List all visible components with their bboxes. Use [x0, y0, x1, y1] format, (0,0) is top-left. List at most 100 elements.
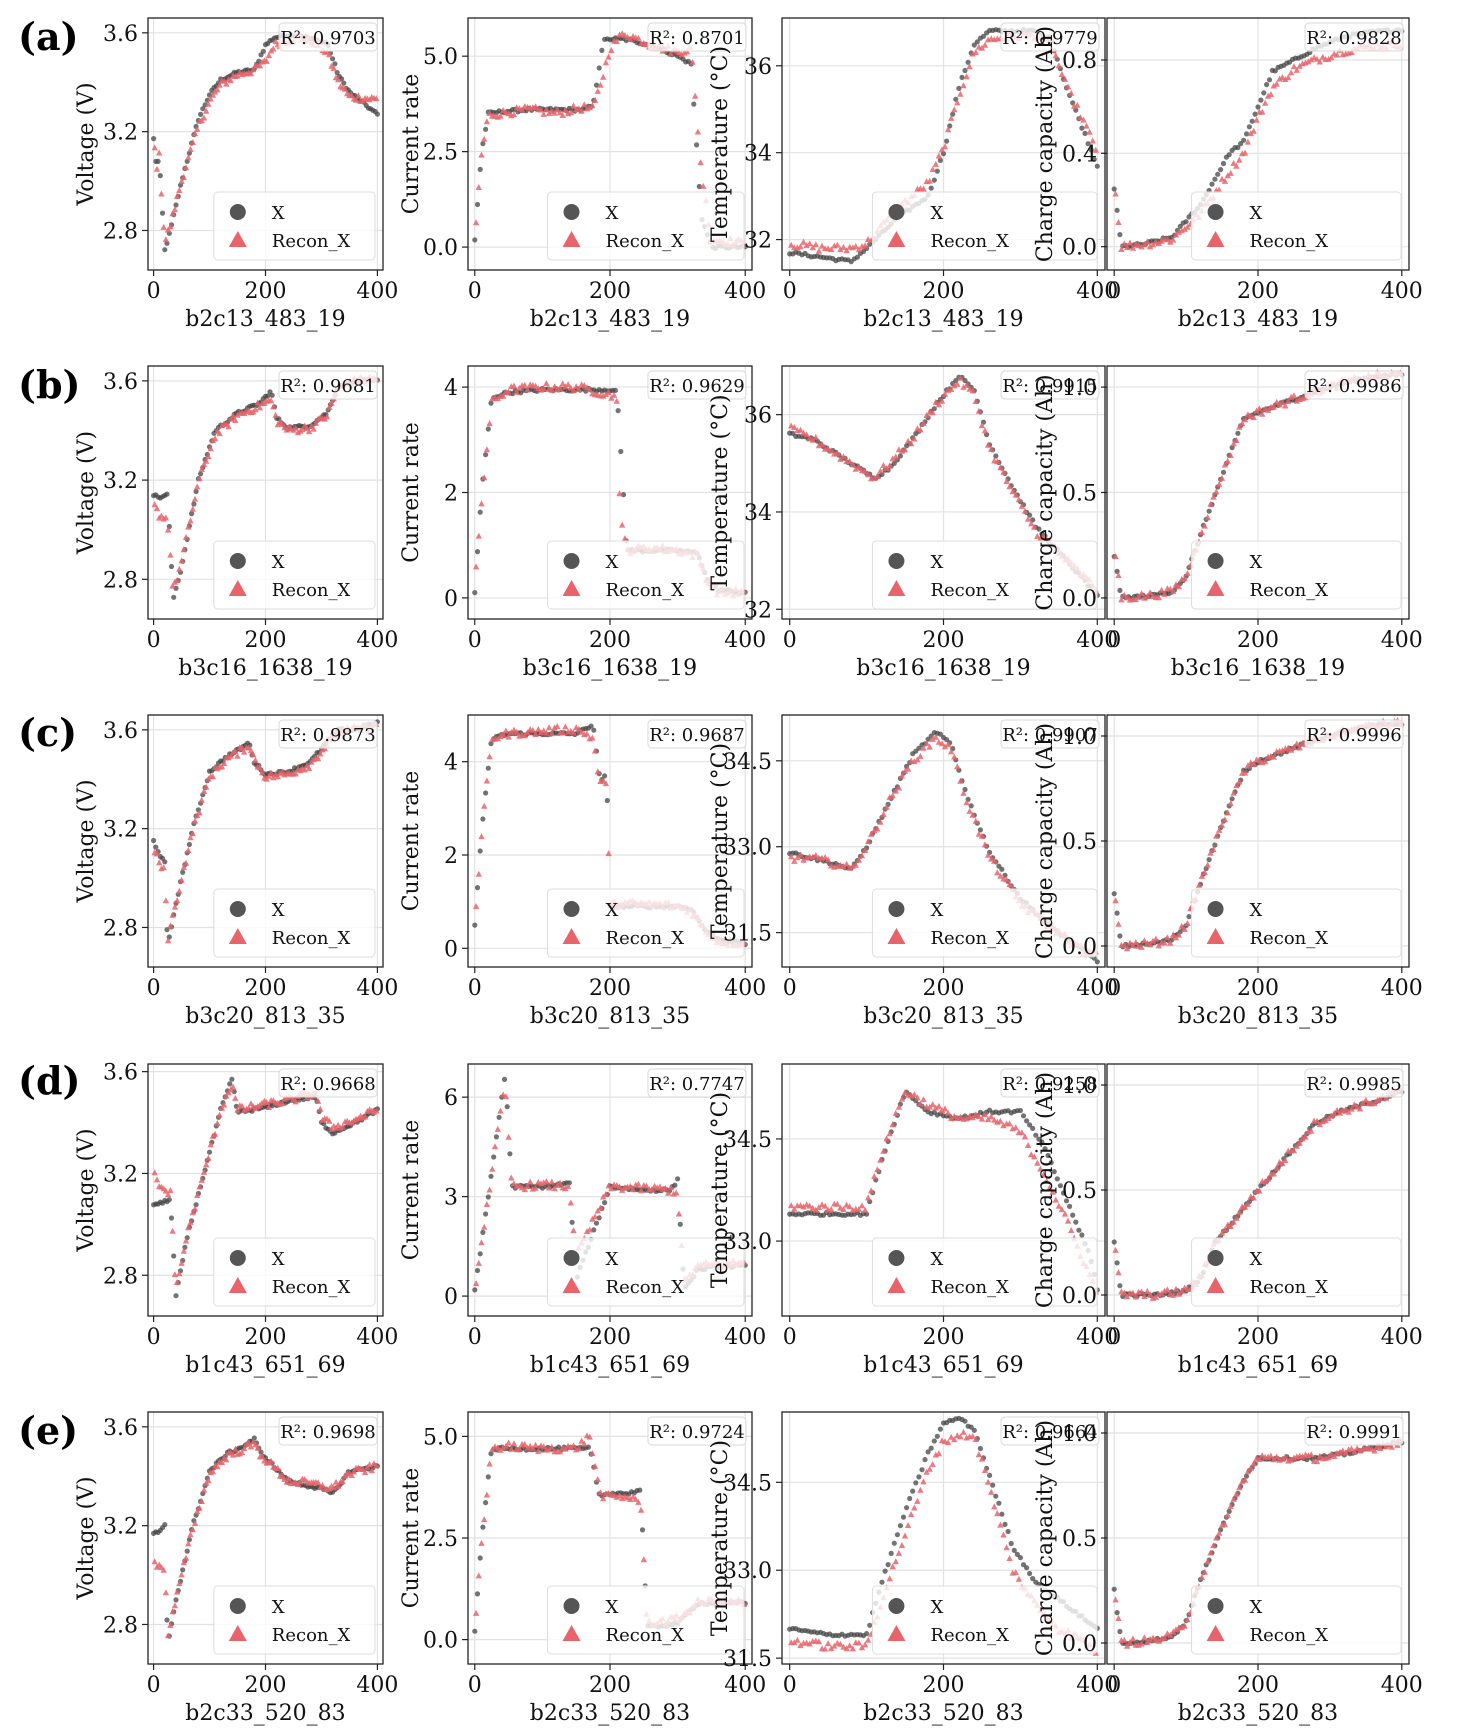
- legend-marker-recon: [228, 580, 247, 596]
- scatter-point-recon: [218, 1104, 226, 1111]
- y-tick-label: 0.5: [1062, 1527, 1097, 1552]
- scatter-point-recon: [1155, 594, 1162, 601]
- scatter-point-x: [1017, 1107, 1024, 1114]
- scatter-point-recon: [524, 729, 531, 736]
- scatter-point-recon: [1236, 423, 1243, 430]
- scatter-point-recon: [153, 1176, 161, 1183]
- scatter-point-recon: [1267, 91, 1275, 97]
- scatter-point-recon: [153, 165, 161, 172]
- legend-label-x: X: [1250, 900, 1263, 921]
- scatter-point-recon: [1118, 246, 1125, 252]
- x-tick-label: 400: [1381, 1673, 1423, 1698]
- scatter-point-x: [493, 1134, 499, 1140]
- scatter-point-recon: [554, 723, 561, 729]
- scatter-point-recon: [1253, 407, 1260, 414]
- scatter-point-recon: [908, 440, 915, 447]
- scatter-point-recon: [223, 80, 230, 87]
- scatter-point-x: [474, 885, 481, 891]
- scatter-point-x: [1017, 1555, 1024, 1561]
- x-tick-label: 200: [1237, 1673, 1279, 1698]
- scatter-point-recon: [1253, 116, 1260, 123]
- scatter-point-recon: [164, 1191, 172, 1198]
- y-tick-label: 0.5: [1062, 482, 1097, 507]
- scatter-point-x: [1258, 97, 1264, 103]
- legend-label-x: X: [272, 1597, 285, 1618]
- scatter-point-x: [672, 1182, 678, 1188]
- scatter-point-recon: [904, 765, 912, 772]
- x-tick-label: 0: [468, 976, 482, 1001]
- scatter-point-recon: [1230, 159, 1237, 166]
- scatter-point-recon: [1064, 1217, 1072, 1224]
- scatter-point-recon: [1152, 935, 1160, 942]
- scatter-point-x: [968, 803, 974, 809]
- scatter-point-recon: [1233, 162, 1240, 169]
- r2-box: [1304, 370, 1404, 400]
- scatter-point-recon: [180, 1247, 187, 1254]
- scatter-point-recon: [1144, 592, 1151, 599]
- scatter-point-x: [897, 1523, 904, 1529]
- scatter-point-recon: [951, 106, 958, 113]
- scatter-point-recon: [700, 182, 707, 189]
- scatter-point-recon: [972, 398, 979, 404]
- scatter-point-recon: [1158, 586, 1165, 593]
- scatter-point-recon: [1250, 127, 1257, 134]
- y-tick-label: 3.2: [103, 818, 138, 843]
- scatter-point-recon: [697, 159, 704, 166]
- scatter-point-recon: [1259, 108, 1266, 115]
- scatter-point-recon: [1031, 523, 1038, 530]
- legend-label-recon: Recon_X: [1250, 580, 1329, 601]
- scatter-point-recon: [263, 57, 270, 64]
- scatter-point-recon: [1227, 452, 1234, 458]
- scatter-point-recon: [326, 51, 333, 58]
- scatter-point-x: [198, 111, 204, 117]
- scatter-point-recon: [1089, 137, 1096, 144]
- scatter-point-x: [962, 1418, 968, 1424]
- scatter-point-recon: [994, 458, 1001, 465]
- scatter-point-recon: [151, 144, 158, 151]
- scatter-point-recon: [1052, 52, 1059, 59]
- scatter-point-x: [569, 1219, 575, 1225]
- scatter-point-recon: [963, 799, 970, 806]
- scatter-point-x: [897, 453, 904, 459]
- x-tick-label: 400: [1381, 1325, 1423, 1350]
- scatter-point-recon: [1296, 744, 1303, 751]
- scatter-point-recon: [1028, 520, 1035, 527]
- scatter-point-x: [591, 727, 597, 733]
- legend-label-x: X: [272, 203, 285, 224]
- scatter-point-x: [251, 1435, 257, 1441]
- scatter-point-recon: [1216, 826, 1223, 833]
- y-axis-label: Voltage (V): [74, 82, 99, 206]
- scatter-point-recon: [1218, 821, 1226, 828]
- scatter-point-recon: [597, 81, 604, 88]
- scatter-point-x: [944, 138, 950, 144]
- scatter-point-recon: [954, 380, 961, 387]
- scatter-point-x: [339, 76, 345, 82]
- scatter-point-recon: [265, 52, 273, 59]
- scatter-point-recon: [920, 1096, 927, 1103]
- scatter-point-recon: [203, 107, 210, 114]
- scatter-point-recon: [941, 390, 949, 397]
- scatter-point-x: [474, 1591, 481, 1597]
- scatter-point-recon: [1055, 62, 1063, 69]
- x-tick-label: 200: [245, 1673, 287, 1698]
- legend-marker-x: [229, 901, 246, 917]
- scatter-point-recon: [800, 429, 807, 436]
- legend-marker-x: [563, 1598, 580, 1614]
- scatter-point-recon: [1167, 585, 1174, 592]
- scatter-point-recon: [1024, 1142, 1032, 1148]
- scatter-point-recon: [182, 533, 190, 540]
- scatter-point-recon: [1068, 89, 1075, 96]
- x-tick-label: 200: [589, 279, 631, 304]
- scatter-point-x: [474, 1267, 481, 1274]
- scatter-point-recon: [483, 1491, 491, 1498]
- scatter-point-recon: [1115, 920, 1122, 927]
- scatter-point-x: [1206, 508, 1212, 514]
- scatter-point-recon: [216, 81, 223, 88]
- y-axis-label: Temperature (°C): [708, 46, 733, 242]
- scatter-point-recon: [951, 753, 958, 760]
- scatter-point-recon: [957, 374, 964, 381]
- scatter-point-x: [1024, 1565, 1030, 1571]
- scatter-point-recon: [151, 501, 158, 508]
- scatter-point-x: [867, 1622, 873, 1628]
- scatter-point-recon: [1121, 591, 1128, 598]
